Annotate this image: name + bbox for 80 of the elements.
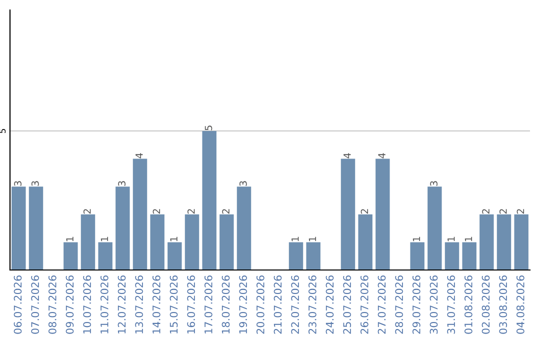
x-tick-label: 26.07.2026 [360, 276, 368, 334]
bar [376, 158, 390, 270]
bar [480, 214, 494, 270]
data-label: 1 [448, 236, 455, 242]
x-tick-label: 03.08.2026 [499, 276, 508, 334]
x-tick-label: 04.08.2026 [516, 276, 524, 334]
bar [444, 242, 460, 270]
data-label: 2 [222, 209, 230, 214]
bar [236, 186, 252, 270]
data-label: 1 [292, 236, 299, 242]
x-tick-label: 10.07.2026 [83, 276, 92, 334]
x-tick-label: 22.07.2026 [291, 276, 300, 334]
x-tick-label: 08.07.2026 [48, 276, 56, 334]
x-tick-label: 29.07.2026 [412, 276, 420, 334]
data-label: 2 [516, 209, 524, 214]
data-label: 3 [118, 181, 126, 186]
x-tick-label: 13.07.2026 [135, 276, 144, 334]
bar [80, 214, 96, 270]
x-tick-label: 28.07.2026 [395, 276, 404, 334]
x-tick-label: 27.07.2026 [378, 276, 386, 334]
bar [358, 214, 372, 270]
bar [150, 214, 164, 270]
x-tick-label: 09.07.2026 [66, 276, 74, 334]
bar [116, 186, 130, 270]
data-label: 3 [430, 181, 438, 186]
x-tick-label: 06.07.2026 [14, 276, 22, 334]
x-tick-label: 20.07.2026 [256, 276, 264, 334]
bar [220, 214, 234, 270]
data-label: 2 [83, 209, 91, 214]
data-label: 2 [187, 209, 195, 214]
data-label: 1 [170, 236, 178, 242]
bar [28, 186, 44, 270]
x-tick-label: 02.08.2026 [482, 276, 490, 334]
x-tick-label: 07.07.2026 [31, 276, 40, 334]
bar [496, 214, 512, 270]
x-tick-label: 18.07.2026 [222, 276, 230, 334]
x-tick-label: 21.07.2026 [274, 276, 282, 334]
bar [12, 186, 26, 270]
x-tick-label: 31.07.2026 [447, 276, 456, 334]
bar [428, 186, 442, 270]
bar [514, 214, 528, 270]
x-tick-label: 12.07.2026 [118, 276, 126, 334]
bar [306, 242, 320, 270]
data-label: 4 [344, 153, 351, 158]
data-label: 2 [482, 209, 490, 214]
x-tick-label: 25.07.2026 [343, 276, 352, 334]
data-label: 1 [412, 236, 420, 242]
bar [340, 158, 356, 270]
data-label: 3 [31, 181, 39, 186]
bar [168, 242, 182, 270]
x-tick-label: 01.08.2026 [464, 276, 472, 334]
data-label: 3 [14, 181, 22, 186]
data-label: 5 [204, 126, 212, 130]
data-label: 2 [360, 209, 368, 214]
data-label: 2 [152, 209, 160, 214]
data-label: 4 [378, 153, 386, 158]
data-label: 4 [136, 153, 143, 158]
x-tick-label: 16.07.2026 [187, 276, 196, 334]
x-tick-label: 24.07.2026 [326, 276, 334, 334]
bar [288, 242, 304, 270]
bar [184, 214, 200, 270]
data-label: 1 [66, 236, 74, 242]
x-tick-label: 14.07.2026 [152, 276, 160, 334]
bar [98, 242, 112, 270]
x-tick-label: 30.07.2026 [430, 276, 438, 334]
bar [410, 242, 424, 270]
bar [64, 242, 78, 270]
x-tick-label: 15.07.2026 [170, 276, 178, 334]
data-label: 3 [239, 181, 247, 186]
data-label: 1 [308, 236, 316, 242]
x-tick-label: 17.07.2026 [204, 276, 212, 334]
bar [462, 242, 476, 270]
data-label: 2 [499, 209, 507, 214]
x-tick-label: 19.07.2026 [239, 276, 248, 334]
data-label: 1 [464, 236, 472, 242]
bar [132, 158, 148, 270]
x-tick-label: 23.07.2026 [308, 276, 316, 334]
bar [202, 130, 216, 270]
data-label: 1 [100, 236, 108, 242]
x-tick-label: 11.07.2026 [100, 276, 108, 334]
